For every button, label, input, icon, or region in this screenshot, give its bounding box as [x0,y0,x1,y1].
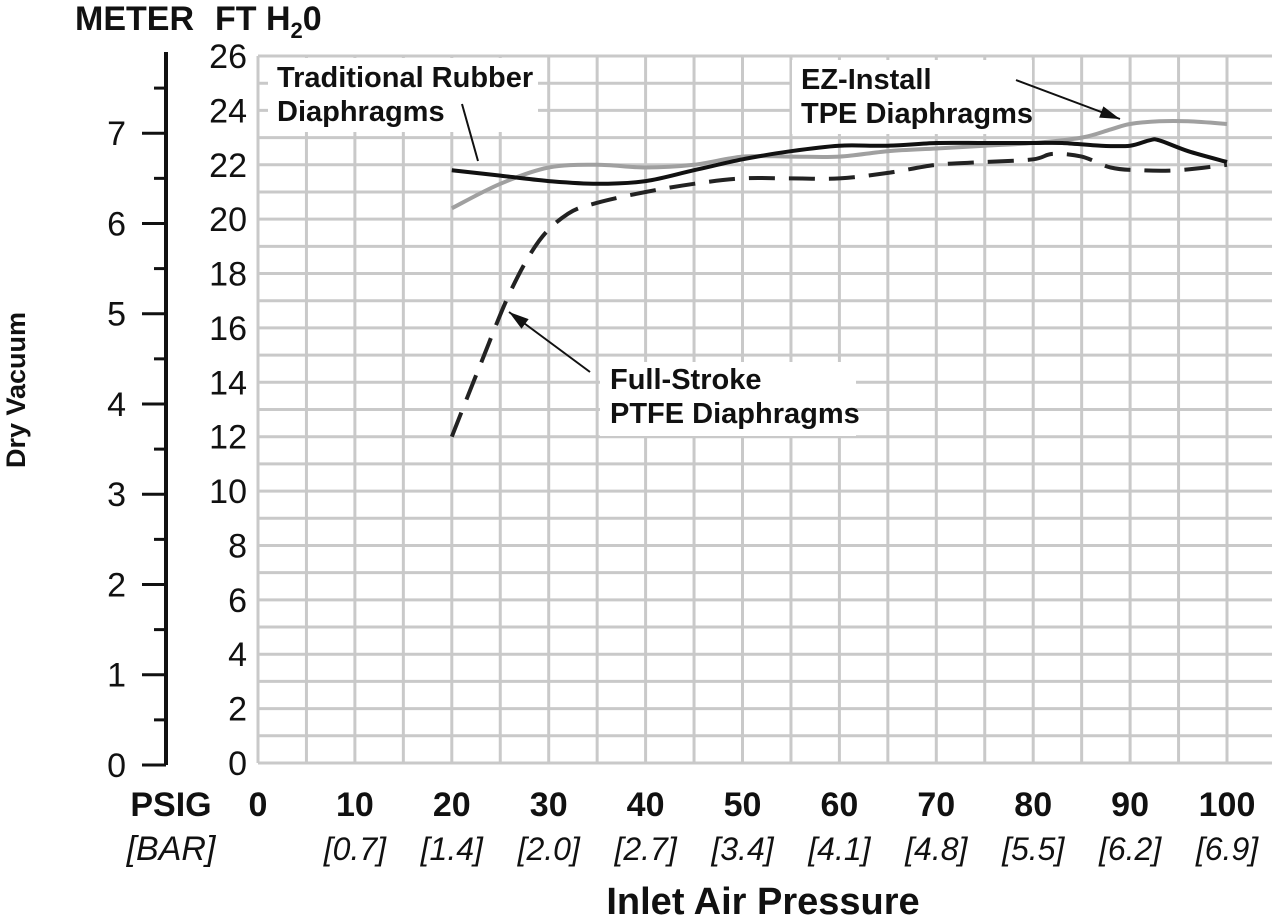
ft-tick-label: 10 [209,473,247,511]
meter-tick-label: 3 [107,476,126,514]
ft-tick-label: 2 [228,691,247,729]
x-tick-label-psig: 50 [724,786,762,824]
ft-tick-label: 12 [209,419,247,457]
series-line-rubber [451,137,1228,186]
ft-tick-label: 6 [228,582,247,620]
annotation-text: TPE Diaphragms [801,98,1033,130]
annotation-text: Traditional Rubber [277,62,533,94]
ft-tick-label: 16 [209,310,247,348]
ft-axis-title-suffix: 0 [303,0,322,38]
annotation-text: PTFE Diaphragms [610,398,860,430]
arrowhead-icon [1099,106,1120,119]
meter-tick-label: 6 [107,205,126,243]
x-unit-psig: PSIG [130,786,211,824]
x-tick-label-psig: 80 [1014,786,1052,824]
series-line-tpe [450,118,1228,211]
ft-tick-label: 24 [209,92,247,130]
annotation-leader-line [461,103,479,162]
x-tick-label-psig: 100 [1199,786,1256,824]
annotation-text: Diaphragms [277,96,445,128]
meter-tick-label: 5 [107,296,126,334]
x-tick-label-bar: [4.8] [904,831,968,867]
meter-tick-label: 7 [107,115,126,153]
annotation-background [792,60,1032,134]
x-tick-label-bar: [6.2] [1098,831,1162,867]
meter-tick-label: 4 [107,386,126,424]
arrowhead-icon [509,312,529,329]
x-tick-label-bar: [4.1] [807,831,871,867]
ft-axis-title-prefix: FT H [215,0,291,38]
x-tick-label-bar: [2.0] [517,831,581,867]
x-tick-label-psig: 30 [530,786,568,824]
annotation-text: Full-Stroke [610,364,761,396]
x-tick-label-bar: [1.4] [420,831,484,867]
series [449,118,1228,438]
y-axis-label: Dry Vacuum [1,312,31,468]
x-tick-label-bar: [0.7] [323,831,387,867]
meter-axis-title: METER [75,0,194,38]
meter-tick-label: 1 [107,657,126,695]
ft-tick-label: 20 [209,201,247,239]
ft-axis-title-subscript: 2 [291,18,303,43]
meter-tick-label: 2 [107,566,126,604]
x-tick-label-bar: [6.9] [1195,831,1259,867]
meter-tick-label: 0 [107,747,126,785]
x-tick-label-bar: [2.7] [613,831,677,867]
x-tick-label-bar: [3.4] [710,831,774,867]
x-tick-label-psig: 90 [1111,786,1149,824]
annotation-background [268,58,538,132]
x-axis-label: Inlet Air Pressure [606,881,919,918]
x-tick-label-psig: 60 [820,786,858,824]
ft-axis-title: FT H20 [215,0,322,43]
series-line-ptfe [449,151,1228,438]
x-tick-label-psig: 70 [917,786,955,824]
annotation-text: EZ-Install [801,64,932,96]
x-tick-label-psig: 20 [433,786,471,824]
x-unit-bar: [BAR] [126,830,217,868]
ft-tick-label: 22 [209,147,247,185]
x-tick-label-bar: [5.5] [1001,831,1065,867]
ft-tick-label: 18 [209,256,247,294]
ft-tick-label: 0 [228,745,247,783]
x-tick-label-psig: 40 [627,786,665,824]
x-tick-label-psig: 0 [249,786,268,824]
ft-tick-label: 4 [228,636,247,674]
ft-tick-label: 8 [228,527,247,565]
x-tick-label-psig: 10 [336,786,374,824]
ft-tick-label: 26 [209,38,247,76]
annotation-background [600,362,856,436]
ft-tick-label: 14 [209,364,247,402]
